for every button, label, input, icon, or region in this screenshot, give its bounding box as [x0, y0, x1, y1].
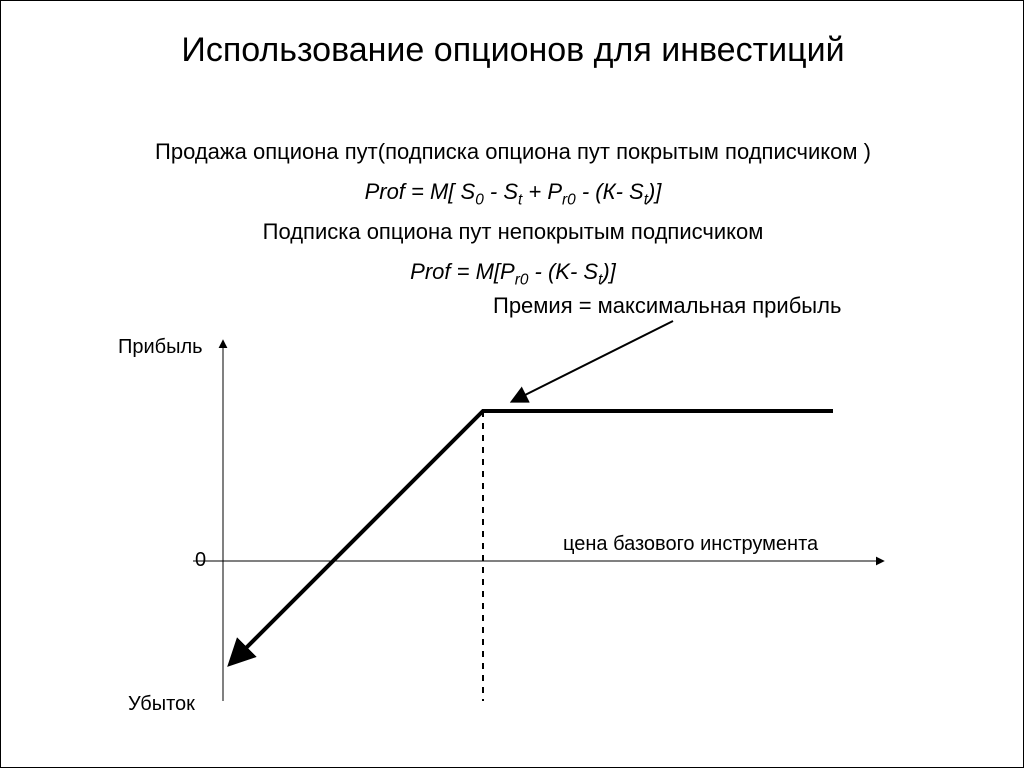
- formula-1: Prof = M[ S0 - St + Pr0 - (К- St)]: [1, 179, 1024, 209]
- slide-title: Использование опционов для инвестиций: [1, 31, 1024, 70]
- text-line-2: Подписка опциона пут непокрытым подписчи…: [1, 219, 1024, 245]
- text-line-1: Продажа опциона пут(подписка опциона пут…: [1, 139, 1024, 165]
- x-axis-label: цена базового инструмента: [563, 533, 818, 556]
- annotation-label: Премия = максимальная прибыль: [493, 293, 841, 319]
- payoff-chart: Премия = максимальная прибыль Прибыль 0 …: [113, 301, 913, 741]
- y-top-label: Прибыль: [118, 336, 203, 359]
- y-bottom-label: Убыток: [128, 693, 195, 716]
- formula-2: Prof = M[Pr0 - (K- St)]: [1, 259, 1024, 289]
- y-zero-label: 0: [195, 549, 206, 572]
- slide: Использование опционов для инвестиций Пр…: [0, 0, 1024, 768]
- chart-svg: [113, 301, 913, 741]
